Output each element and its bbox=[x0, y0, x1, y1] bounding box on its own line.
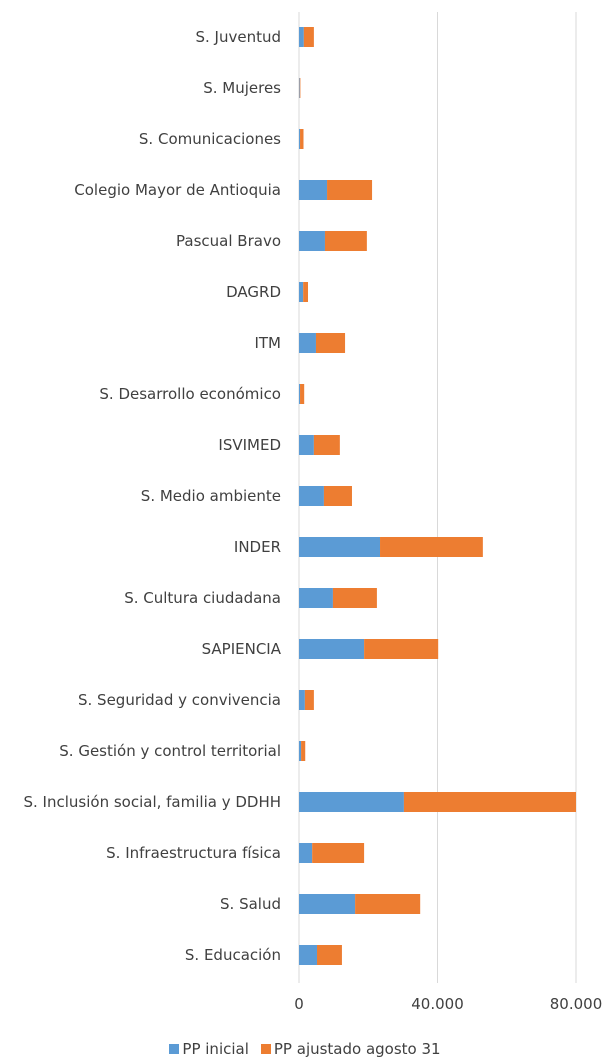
bar-segment bbox=[299, 537, 381, 557]
bar-segment bbox=[300, 384, 305, 404]
category-label: S. Juventud bbox=[195, 28, 281, 46]
category-label: S. Comunicaciones bbox=[138, 130, 281, 148]
category-label: INDER bbox=[233, 538, 281, 556]
category-label: S. Mujeres bbox=[203, 79, 281, 97]
bar-segment bbox=[332, 588, 377, 608]
legend-item: PP inicial bbox=[169, 1040, 249, 1058]
bar-segment bbox=[299, 894, 356, 914]
legend-swatch bbox=[169, 1044, 180, 1054]
legend-swatch bbox=[260, 1044, 271, 1054]
bar-segment bbox=[380, 537, 483, 557]
bar-segment bbox=[299, 231, 325, 251]
bar-segment bbox=[299, 843, 313, 863]
bar-segment bbox=[299, 27, 304, 47]
bar-segment bbox=[299, 588, 333, 608]
bar-segment bbox=[317, 945, 342, 965]
category-label: S. Inclusión social, familia y DDHH bbox=[23, 793, 282, 811]
bar-segment bbox=[403, 792, 576, 812]
legend-label: PP ajustado agosto 31 bbox=[273, 1040, 441, 1058]
bar-segment bbox=[299, 435, 314, 455]
category-label: S. Salud bbox=[220, 895, 281, 913]
bar-segment bbox=[299, 639, 365, 659]
bar-segment bbox=[299, 690, 305, 710]
bar-segment bbox=[355, 894, 421, 914]
bar-segment bbox=[301, 741, 306, 761]
bar-segment bbox=[299, 78, 300, 98]
bar-segment bbox=[299, 282, 304, 302]
bar-segment bbox=[299, 792, 404, 812]
legend: PP inicial PP ajustado agosto 31 bbox=[0, 1040, 610, 1058]
bar-segment bbox=[299, 741, 302, 761]
category-label: ISVIMED bbox=[218, 436, 281, 454]
bar-segment bbox=[299, 945, 318, 965]
category-label: Colegio Mayor de Antioquia bbox=[74, 181, 281, 199]
bar-segment bbox=[299, 486, 324, 506]
legend-label: PP inicial bbox=[182, 1040, 249, 1058]
bar-segment bbox=[327, 180, 373, 200]
bar-segment bbox=[315, 333, 346, 353]
bar-segment bbox=[299, 180, 328, 200]
bar-segment bbox=[364, 639, 439, 659]
x-tick-label: 0 bbox=[294, 995, 304, 1013]
category-label: S. Educación bbox=[184, 946, 281, 964]
x-tick-label: 40.000 bbox=[411, 995, 464, 1013]
category-label: SAPIENCIA bbox=[201, 640, 281, 658]
bar-segment bbox=[323, 486, 352, 506]
bar-segment bbox=[303, 282, 309, 302]
category-label: S. Infraestructura física bbox=[106, 844, 281, 862]
category-label: ITM bbox=[254, 334, 281, 352]
category-label: S. Cultura ciudadana bbox=[124, 589, 281, 607]
bar-segment bbox=[324, 231, 367, 251]
category-label: DAGRD bbox=[226, 283, 281, 301]
bar-segment bbox=[299, 78, 301, 98]
bar-segment bbox=[299, 384, 301, 404]
category-label: S. Medio ambiente bbox=[140, 487, 281, 505]
bar-segment bbox=[299, 333, 316, 353]
bar-segment bbox=[299, 129, 301, 149]
x-tick-label: 80.000 bbox=[549, 995, 603, 1013]
bar-segment bbox=[303, 27, 314, 47]
bar-segment bbox=[300, 129, 304, 149]
category-label: Pascual Bravo bbox=[176, 232, 281, 250]
category-label: S. Desarrollo económico bbox=[99, 385, 281, 403]
bar-segment bbox=[304, 690, 314, 710]
legend-item: PP ajustado agosto 31 bbox=[260, 1040, 441, 1058]
category-label: S. Seguridad y convivencia bbox=[77, 691, 281, 709]
category-label: S. Gestión y control territorial bbox=[59, 742, 281, 760]
bar-segment bbox=[312, 843, 365, 863]
bar-segment bbox=[313, 435, 340, 455]
